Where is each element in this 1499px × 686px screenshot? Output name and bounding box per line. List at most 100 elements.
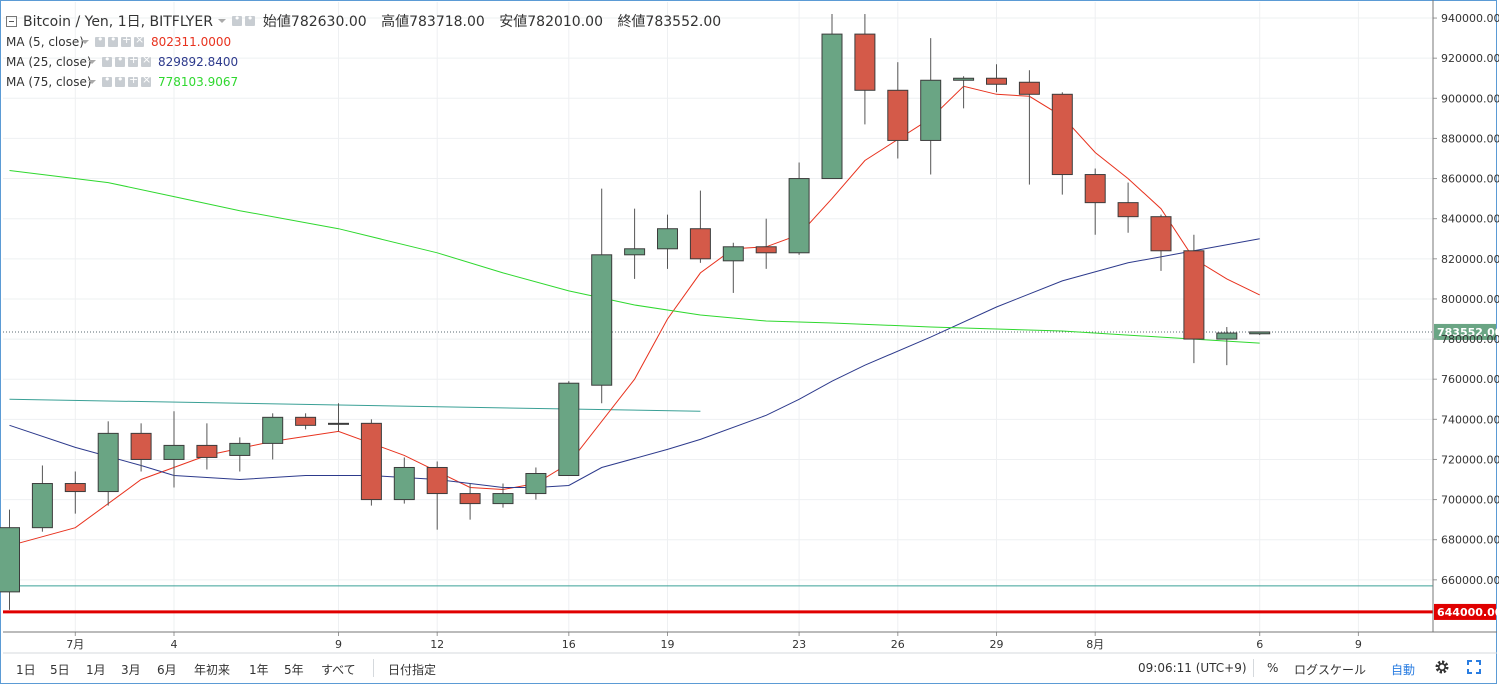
plus-icon[interactable] xyxy=(128,73,138,87)
clock[interactable]: 09:06:11 (UTC+9) xyxy=(1138,661,1247,675)
timeframe-1y[interactable]: 1年 xyxy=(249,663,269,677)
timeframe-1m[interactable]: 1月 xyxy=(86,663,106,677)
eye-icon[interactable] xyxy=(102,53,112,67)
percent-toggle[interactable]: % xyxy=(1267,661,1279,675)
timeframe-all[interactable]: すべて xyxy=(321,663,356,677)
chevron-down-icon[interactable] xyxy=(217,19,226,23)
indicator-label: MA (75, close) xyxy=(6,75,92,89)
close-value: 終値783552.00 xyxy=(617,14,722,30)
chevron-down-icon[interactable] xyxy=(88,60,96,64)
ma-line-0 xyxy=(9,85,1260,547)
candle-up xyxy=(163,444,185,460)
candle-up xyxy=(591,254,613,386)
gear-icon[interactable] xyxy=(108,33,118,47)
symbol-title[interactable]: Bitcoin / Yen, 1日, BITFLYER xyxy=(23,14,213,30)
toolbar-divider xyxy=(373,659,374,677)
candle-down xyxy=(1084,174,1106,204)
x-tick-label: 19 xyxy=(661,638,675,651)
indicator-value: 829892.8400 xyxy=(158,55,239,69)
trendline xyxy=(9,398,701,412)
candle-up xyxy=(953,77,975,81)
axes: 660000.00 680000.00 700000.00 720000.00 7400… xyxy=(3,0,1499,654)
candle-up xyxy=(788,178,810,254)
candle-down xyxy=(360,422,382,501)
timeframe-3m[interactable]: 3月 xyxy=(121,663,141,677)
gear-icon[interactable] xyxy=(244,12,255,26)
candle-down xyxy=(426,466,448,495)
candle-down xyxy=(887,89,909,141)
eye-icon[interactable] xyxy=(102,73,112,87)
open-value: 始値782630.00 xyxy=(262,14,367,30)
eye-icon[interactable] xyxy=(231,12,242,26)
x-tick-label: 7月 xyxy=(66,638,84,651)
log-scale-toggle[interactable]: ログスケール xyxy=(1294,663,1367,677)
indicator-legend: MA (5, close) 802311.0000 MA (25, close)… xyxy=(6,32,238,92)
plus-icon[interactable] xyxy=(121,33,131,47)
fullscreen-icon[interactable] xyxy=(1466,659,1482,675)
candle-up xyxy=(821,33,843,180)
collapse-icon[interactable] xyxy=(6,15,17,27)
y-tick-label: 700000.00 xyxy=(1441,494,1499,507)
candle-up xyxy=(229,442,251,456)
indicator-row-ma25[interactable]: MA (25, close) 829892.8400 xyxy=(6,52,238,72)
x-tick-label: 23 xyxy=(792,638,806,651)
plus-icon[interactable] xyxy=(128,53,138,67)
close-icon[interactable] xyxy=(141,73,151,87)
horizontal-line-label: 644000.00 xyxy=(1437,606,1499,619)
candle-down xyxy=(459,493,481,505)
timeframe-5d[interactable]: 5日 xyxy=(50,663,70,677)
horizontal-lines: 644000.00 783552.00 xyxy=(3,323,1499,620)
y-tick-label: 800000.00 xyxy=(1441,293,1499,306)
candle-up xyxy=(31,483,53,529)
indicator-row-ma5[interactable]: MA (5, close) 802311.0000 xyxy=(6,32,238,52)
last-price-tag xyxy=(1434,323,1496,340)
toolbar-divider xyxy=(1253,659,1254,677)
x-tick-label: 8月 xyxy=(1086,638,1104,651)
y-tick-label: 920000.00 xyxy=(1441,52,1499,65)
candle-up xyxy=(492,493,514,505)
indicator-value: 778103.9067 xyxy=(158,75,239,89)
y-tick-label: 680000.00 xyxy=(1441,534,1499,547)
candle-up xyxy=(393,466,415,501)
timeframe-1d[interactable]: 1日 xyxy=(16,663,36,677)
candle-up xyxy=(558,382,580,477)
candle-up xyxy=(722,246,744,262)
y-tick-label: 720000.00 xyxy=(1441,453,1499,466)
close-icon[interactable] xyxy=(141,53,151,67)
chevron-down-icon[interactable] xyxy=(81,40,89,44)
candle-down xyxy=(295,416,317,426)
y-tick-label: 940000.00 xyxy=(1441,12,1499,25)
eye-icon[interactable] xyxy=(95,33,105,47)
y-tick-label: 780000.00 xyxy=(1441,333,1499,346)
moving-averages xyxy=(9,85,1260,547)
auto-scale-toggle[interactable]: 自動 xyxy=(1391,663,1416,677)
chevron-down-icon[interactable] xyxy=(88,80,96,84)
close-icon[interactable] xyxy=(134,33,144,47)
ohlc-readout: 始値782630.00 高値783718.00 安値782010.00 終値78… xyxy=(263,11,731,31)
gear-icon[interactable] xyxy=(115,73,125,87)
candle-up xyxy=(920,79,942,141)
chart-header: Bitcoin / Yen, 1日, BITFLYER 始値782630.00 … xyxy=(6,11,731,31)
timeframe-5y[interactable]: 5年 xyxy=(284,663,304,677)
timeframe-6m[interactable]: 6月 xyxy=(157,663,177,677)
date-range-button[interactable]: 日付指定 xyxy=(388,663,437,677)
candle-down xyxy=(854,33,876,91)
candle-up xyxy=(525,472,547,495)
candle-down xyxy=(755,246,777,254)
candle-down xyxy=(1051,93,1073,176)
candle-up xyxy=(328,422,349,425)
y-tick-label: 900000.00 xyxy=(1441,92,1499,105)
candle-down xyxy=(1117,202,1139,218)
gear-icon[interactable] xyxy=(1434,659,1450,675)
indicator-label: MA (25, close) xyxy=(6,55,92,69)
candle-down xyxy=(64,483,86,493)
low-value: 安値782010.00 xyxy=(499,14,603,30)
indicator-row-ma75[interactable]: MA (75, close) 778103.9067 xyxy=(6,72,238,92)
x-tick-label: 4 xyxy=(171,638,178,651)
timeframe-ytd[interactable]: 年初来 xyxy=(194,663,231,677)
x-tick-label: 12 xyxy=(430,638,444,651)
gear-icon[interactable] xyxy=(115,53,125,67)
ma-line-2 xyxy=(9,170,1260,344)
